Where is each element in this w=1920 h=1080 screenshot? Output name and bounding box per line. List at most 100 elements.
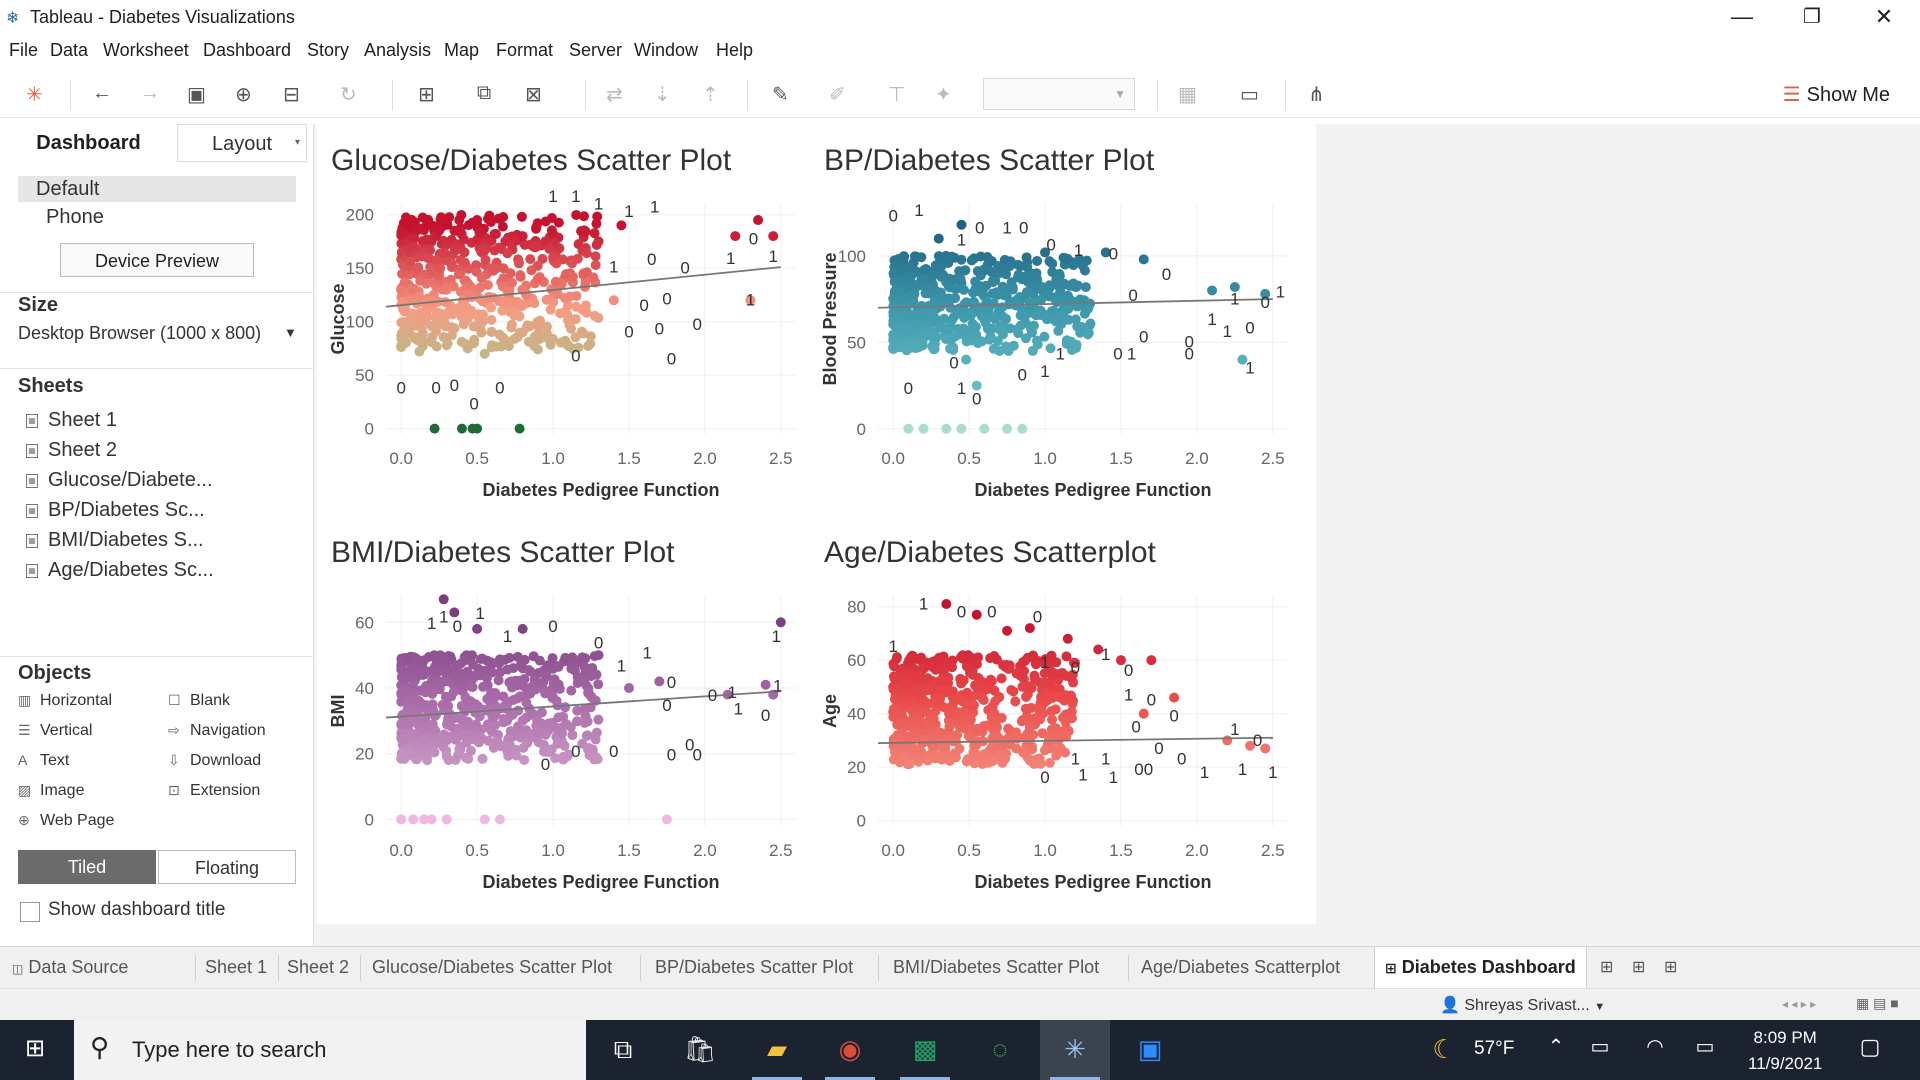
sheet-item[interactable]: ▦ Glucose/Diabete... (26, 469, 213, 492)
scatter-point[interactable] (979, 423, 990, 434)
presentation-mode-icon[interactable]: ▭ (1240, 84, 1259, 106)
scatter-point[interactable] (941, 423, 952, 434)
new-data-source-icon[interactable]: ⊕ (235, 84, 252, 106)
display-icon[interactable]: ▭ (1695, 1036, 1715, 1058)
tab-age-scatter[interactable]: Age/Diabetes Scatterplot (1141, 957, 1341, 977)
scatter-point[interactable] (956, 423, 967, 434)
close-button[interactable]: ✕ (1874, 4, 1894, 29)
object-extension[interactable]: ⊡ Extension (168, 782, 261, 799)
cortana-app-icon[interactable]: ◌ (992, 1034, 1008, 1064)
scatter-point[interactable] (429, 423, 440, 434)
scatter-point[interactable] (760, 679, 771, 690)
scatter-point[interactable] (608, 295, 619, 306)
scatter-point[interactable] (548, 252, 559, 263)
undo-icon[interactable]: ← (92, 82, 112, 104)
scatter-point[interactable] (494, 814, 505, 825)
menu-format[interactable]: Format (496, 40, 554, 60)
sheet-item[interactable]: ▦ Sheet 1 (26, 409, 117, 432)
sort-ascending-icon[interactable]: ⇣ (654, 84, 671, 106)
scatter-point[interactable] (1138, 254, 1149, 265)
windows-start-icon[interactable]: ⊞ (24, 1035, 46, 1062)
scatter-point[interactable] (1260, 743, 1271, 754)
show-me-button[interactable]: ☰ Show Me (1782, 84, 1890, 106)
scatter-point[interactable] (532, 344, 543, 355)
menu-map[interactable]: Map (444, 40, 480, 60)
menu-window[interactable]: Window (634, 40, 699, 60)
device-phone[interactable]: Phone (46, 206, 104, 228)
fit-dropdown[interactable]: ▼ (983, 78, 1135, 110)
object-blank[interactable]: ☐ Blank (168, 692, 231, 709)
scatter-point[interactable] (994, 345, 1005, 356)
object-web-page[interactable]: ⊕ Web Page (18, 812, 115, 829)
scatter-point[interactable] (1237, 354, 1248, 365)
menu-analysis[interactable]: Analysis (364, 40, 432, 60)
object-vertical[interactable]: ☰ Vertical (18, 722, 93, 739)
scatter-point[interactable] (745, 295, 756, 306)
scatter-point[interactable] (918, 423, 929, 434)
floating-toggle[interactable]: Floating (158, 850, 296, 884)
scatter-point[interactable] (472, 623, 483, 634)
clock[interactable]: 8:09 PM 11/9/2021 (1748, 1028, 1823, 1073)
scatter-point[interactable] (1093, 644, 1104, 655)
tab-sheet-1[interactable]: Sheet 1 (205, 957, 268, 977)
new-worksheet-icon[interactable]: ⊞ (418, 84, 435, 106)
sheet-item[interactable]: ▦ BP/Diabetes Sc... (26, 499, 205, 522)
scatter-point[interactable] (1115, 655, 1126, 666)
scatter-point[interactable] (661, 814, 672, 825)
scatter-point[interactable] (414, 346, 425, 357)
highlight-icon[interactable]: ✎ (772, 84, 789, 106)
menu-data[interactable]: Data (50, 40, 89, 60)
tab-sheet-2[interactable]: Sheet 2 (287, 957, 350, 977)
scatter-point[interactable] (933, 233, 944, 244)
task-view-icon[interactable]: ⧉ (613, 1034, 633, 1064)
share-icon[interactable]: ⋔ (1308, 84, 1325, 106)
menu-help[interactable]: Help (716, 40, 754, 60)
scatter-point[interactable] (903, 423, 914, 434)
scatter-point[interactable] (971, 380, 982, 391)
restore-button[interactable]: ❐ (1803, 6, 1821, 28)
scatter-point[interactable] (517, 623, 528, 634)
swap-rows-columns-icon[interactable]: ⇄ (606, 84, 623, 106)
scatter-point[interactable] (438, 594, 449, 605)
scatter-point[interactable] (1040, 247, 1051, 258)
show-mark-labels-icon[interactable]: ⊤ (888, 84, 906, 106)
scatter-point[interactable] (456, 423, 467, 434)
minimize-button[interactable]: — (1731, 4, 1753, 29)
save-icon[interactable]: ▣ (187, 84, 206, 106)
duplicate-icon[interactable]: ⧉ (477, 82, 492, 104)
fix-axes-icon[interactable]: ✦ (935, 84, 952, 106)
trend-line[interactable] (385, 690, 781, 719)
scatter-point[interactable] (563, 340, 574, 351)
trend-line[interactable] (877, 736, 1273, 744)
pause-updates-icon[interactable]: ⊟ (283, 84, 300, 106)
chrome-icon[interactable]: ◉ (838, 1034, 862, 1064)
file-explorer-icon[interactable]: ▰ (767, 1034, 787, 1064)
group-members-icon[interactable]: ✐ (829, 84, 846, 106)
scatter-point[interactable] (1260, 288, 1271, 299)
scatter-point[interactable] (1002, 625, 1013, 636)
object-navigation[interactable]: ⇨ Navigation (168, 722, 266, 739)
scatter-point[interactable] (654, 676, 665, 687)
tiled-toggle[interactable]: Tiled (18, 850, 156, 884)
scatter-point[interactable] (1138, 708, 1149, 719)
tab-dashboard[interactable]: Dashboard (0, 124, 177, 162)
weather-temp[interactable]: 57°F (1474, 1038, 1515, 1059)
clear-sheet-icon[interactable]: ⊠ (525, 84, 542, 106)
show-cards-icon[interactable]: ▦ (1178, 84, 1197, 106)
sheet-item[interactable]: ▦ Sheet 2 (26, 439, 117, 462)
scatter-point[interactable] (941, 599, 952, 610)
scatter-point[interactable] (1017, 423, 1028, 434)
scatter-point[interactable] (472, 423, 483, 434)
battery-icon[interactable]: ▭ (1590, 1036, 1610, 1058)
scatter-point[interactable] (1024, 623, 1035, 634)
refresh-icon[interactable]: ↻ (340, 84, 357, 106)
scatter-point[interactable] (426, 320, 437, 331)
redo-icon[interactable]: → (140, 82, 160, 104)
scatter-point[interactable] (956, 219, 967, 230)
show-title-checkbox[interactable] (20, 902, 40, 922)
bmi-scatter-chart[interactable]: 0.0 0.5 1.0 1.5 2.0 2.5 0 20 40 60 Diabetes Pedigr… (316, 586, 816, 916)
scatter-point[interactable] (1100, 247, 1111, 258)
tableau-taskbar-icon[interactable]: ✳ (1064, 1034, 1086, 1064)
